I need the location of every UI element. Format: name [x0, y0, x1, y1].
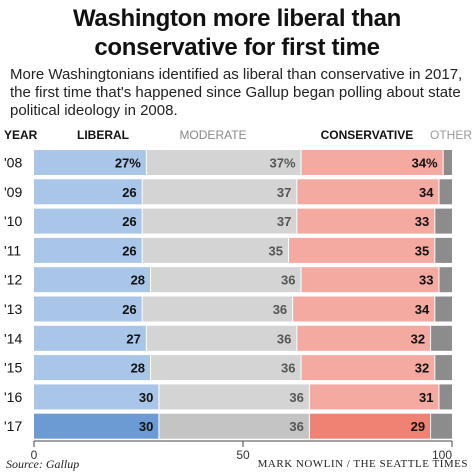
value-label-moderate: 37 — [277, 214, 291, 229]
value-label-moderate: 35 — [269, 243, 283, 258]
bar-moderate — [142, 208, 297, 234]
value-label-moderate: 36 — [273, 302, 287, 317]
value-label-liberal: 26 — [122, 243, 136, 258]
bar-conservative — [301, 267, 439, 293]
bar-moderate — [146, 325, 297, 351]
bar-moderate — [142, 237, 288, 263]
year-label: '15 — [4, 360, 22, 376]
bar-liberal — [34, 355, 151, 381]
bar-moderate — [142, 296, 293, 322]
bar-other — [435, 237, 452, 263]
bar-other — [439, 179, 452, 205]
value-label-moderate: 37% — [269, 156, 295, 171]
value-label-moderate: 36 — [289, 390, 303, 405]
value-label-liberal: 28 — [131, 361, 145, 376]
bar-other — [435, 355, 452, 381]
legend-label-other: OTHER — [430, 128, 472, 142]
bar-other — [435, 208, 452, 234]
bar-moderate — [142, 179, 297, 205]
chart-title-line-1: Washington more liberal than — [72, 5, 402, 32]
value-label-liberal: 30 — [139, 390, 153, 405]
credit-line: MARK NOWLIN / THE SEATTLE TIMES — [257, 458, 468, 470]
value-label-liberal: 27% — [115, 156, 141, 171]
bar-liberal — [34, 296, 142, 322]
legend-label-liberal: LIBERAL — [77, 128, 129, 142]
year-label: '16 — [4, 389, 22, 405]
x-tick-label: 100 — [432, 448, 452, 462]
value-label-moderate: 36 — [281, 273, 295, 288]
bar-other — [431, 413, 452, 439]
bar-moderate — [159, 384, 309, 410]
legend-label-conservative: CONSERVATIVE — [321, 128, 414, 142]
bar-conservative — [288, 237, 435, 263]
value-label-conservative: 31 — [419, 390, 433, 405]
value-label-conservative: 35 — [415, 243, 429, 258]
chart-title: Washington more liberal than conservativ… — [0, 4, 474, 62]
value-label-liberal: 26 — [122, 214, 136, 229]
chart-title-line-2: conservative for first time — [94, 34, 380, 61]
year-label: '13 — [4, 301, 22, 317]
year-label: '09 — [4, 184, 22, 200]
bar-conservative — [293, 296, 435, 322]
value-label-liberal: 26 — [122, 302, 136, 317]
year-label: '11 — [4, 242, 21, 258]
value-label-moderate: 36 — [289, 419, 303, 434]
value-label-liberal: 30 — [139, 419, 153, 434]
bar-other — [431, 325, 452, 351]
bar-liberal — [34, 413, 159, 439]
bar-liberal — [34, 325, 146, 351]
source-note: Source: Gallup — [6, 457, 80, 471]
value-label-conservative: 32 — [415, 361, 429, 376]
bar-conservative — [309, 413, 431, 439]
value-label-conservative: 33 — [415, 214, 429, 229]
bar-moderate — [151, 355, 301, 381]
value-label-moderate: 37 — [277, 185, 291, 200]
bar-moderate — [146, 150, 301, 175]
year-header: YEAR — [4, 128, 38, 142]
bar-liberal — [34, 208, 142, 234]
bar-liberal — [34, 237, 142, 263]
bar-other — [439, 267, 452, 293]
bar-other — [435, 296, 452, 322]
bar-moderate — [159, 413, 309, 439]
bar-liberal — [34, 267, 151, 293]
bar-conservative — [297, 325, 431, 351]
value-label-liberal: 26 — [122, 185, 136, 200]
value-label-conservative: 34% — [412, 156, 438, 171]
legend-label-moderate: MODERATE — [179, 128, 246, 142]
value-label-liberal: 28 — [131, 273, 145, 288]
bar-conservative — [309, 384, 439, 410]
bar-liberal — [34, 384, 159, 410]
bar-conservative — [297, 179, 439, 205]
value-label-moderate: 36 — [277, 331, 291, 346]
value-label-liberal: 27 — [126, 331, 140, 346]
bar-conservative — [301, 150, 443, 175]
value-label-moderate: 36 — [281, 361, 295, 376]
value-label-conservative: 32 — [411, 331, 425, 346]
value-label-conservative: 34 — [415, 302, 430, 317]
bar-liberal — [34, 179, 142, 205]
bar-liberal — [34, 150, 146, 175]
value-label-conservative: 29 — [411, 419, 425, 434]
year-label: '10 — [4, 213, 22, 229]
x-tick-label: 0 — [31, 448, 38, 462]
bar-conservative — [301, 355, 435, 381]
year-label: '14 — [4, 330, 22, 346]
year-label: '12 — [4, 272, 22, 288]
chart-subtitle: More Washingtonians identified as libera… — [10, 66, 463, 119]
bar-other — [443, 150, 452, 175]
year-label: '08 — [4, 155, 22, 171]
bar-other — [439, 384, 452, 410]
value-label-conservative: 33 — [419, 273, 433, 288]
x-tick-label: 50 — [236, 448, 250, 462]
bar-conservative — [297, 208, 435, 234]
bar-moderate — [151, 267, 301, 293]
year-label: '17 — [4, 418, 22, 434]
value-label-conservative: 34 — [419, 185, 434, 200]
